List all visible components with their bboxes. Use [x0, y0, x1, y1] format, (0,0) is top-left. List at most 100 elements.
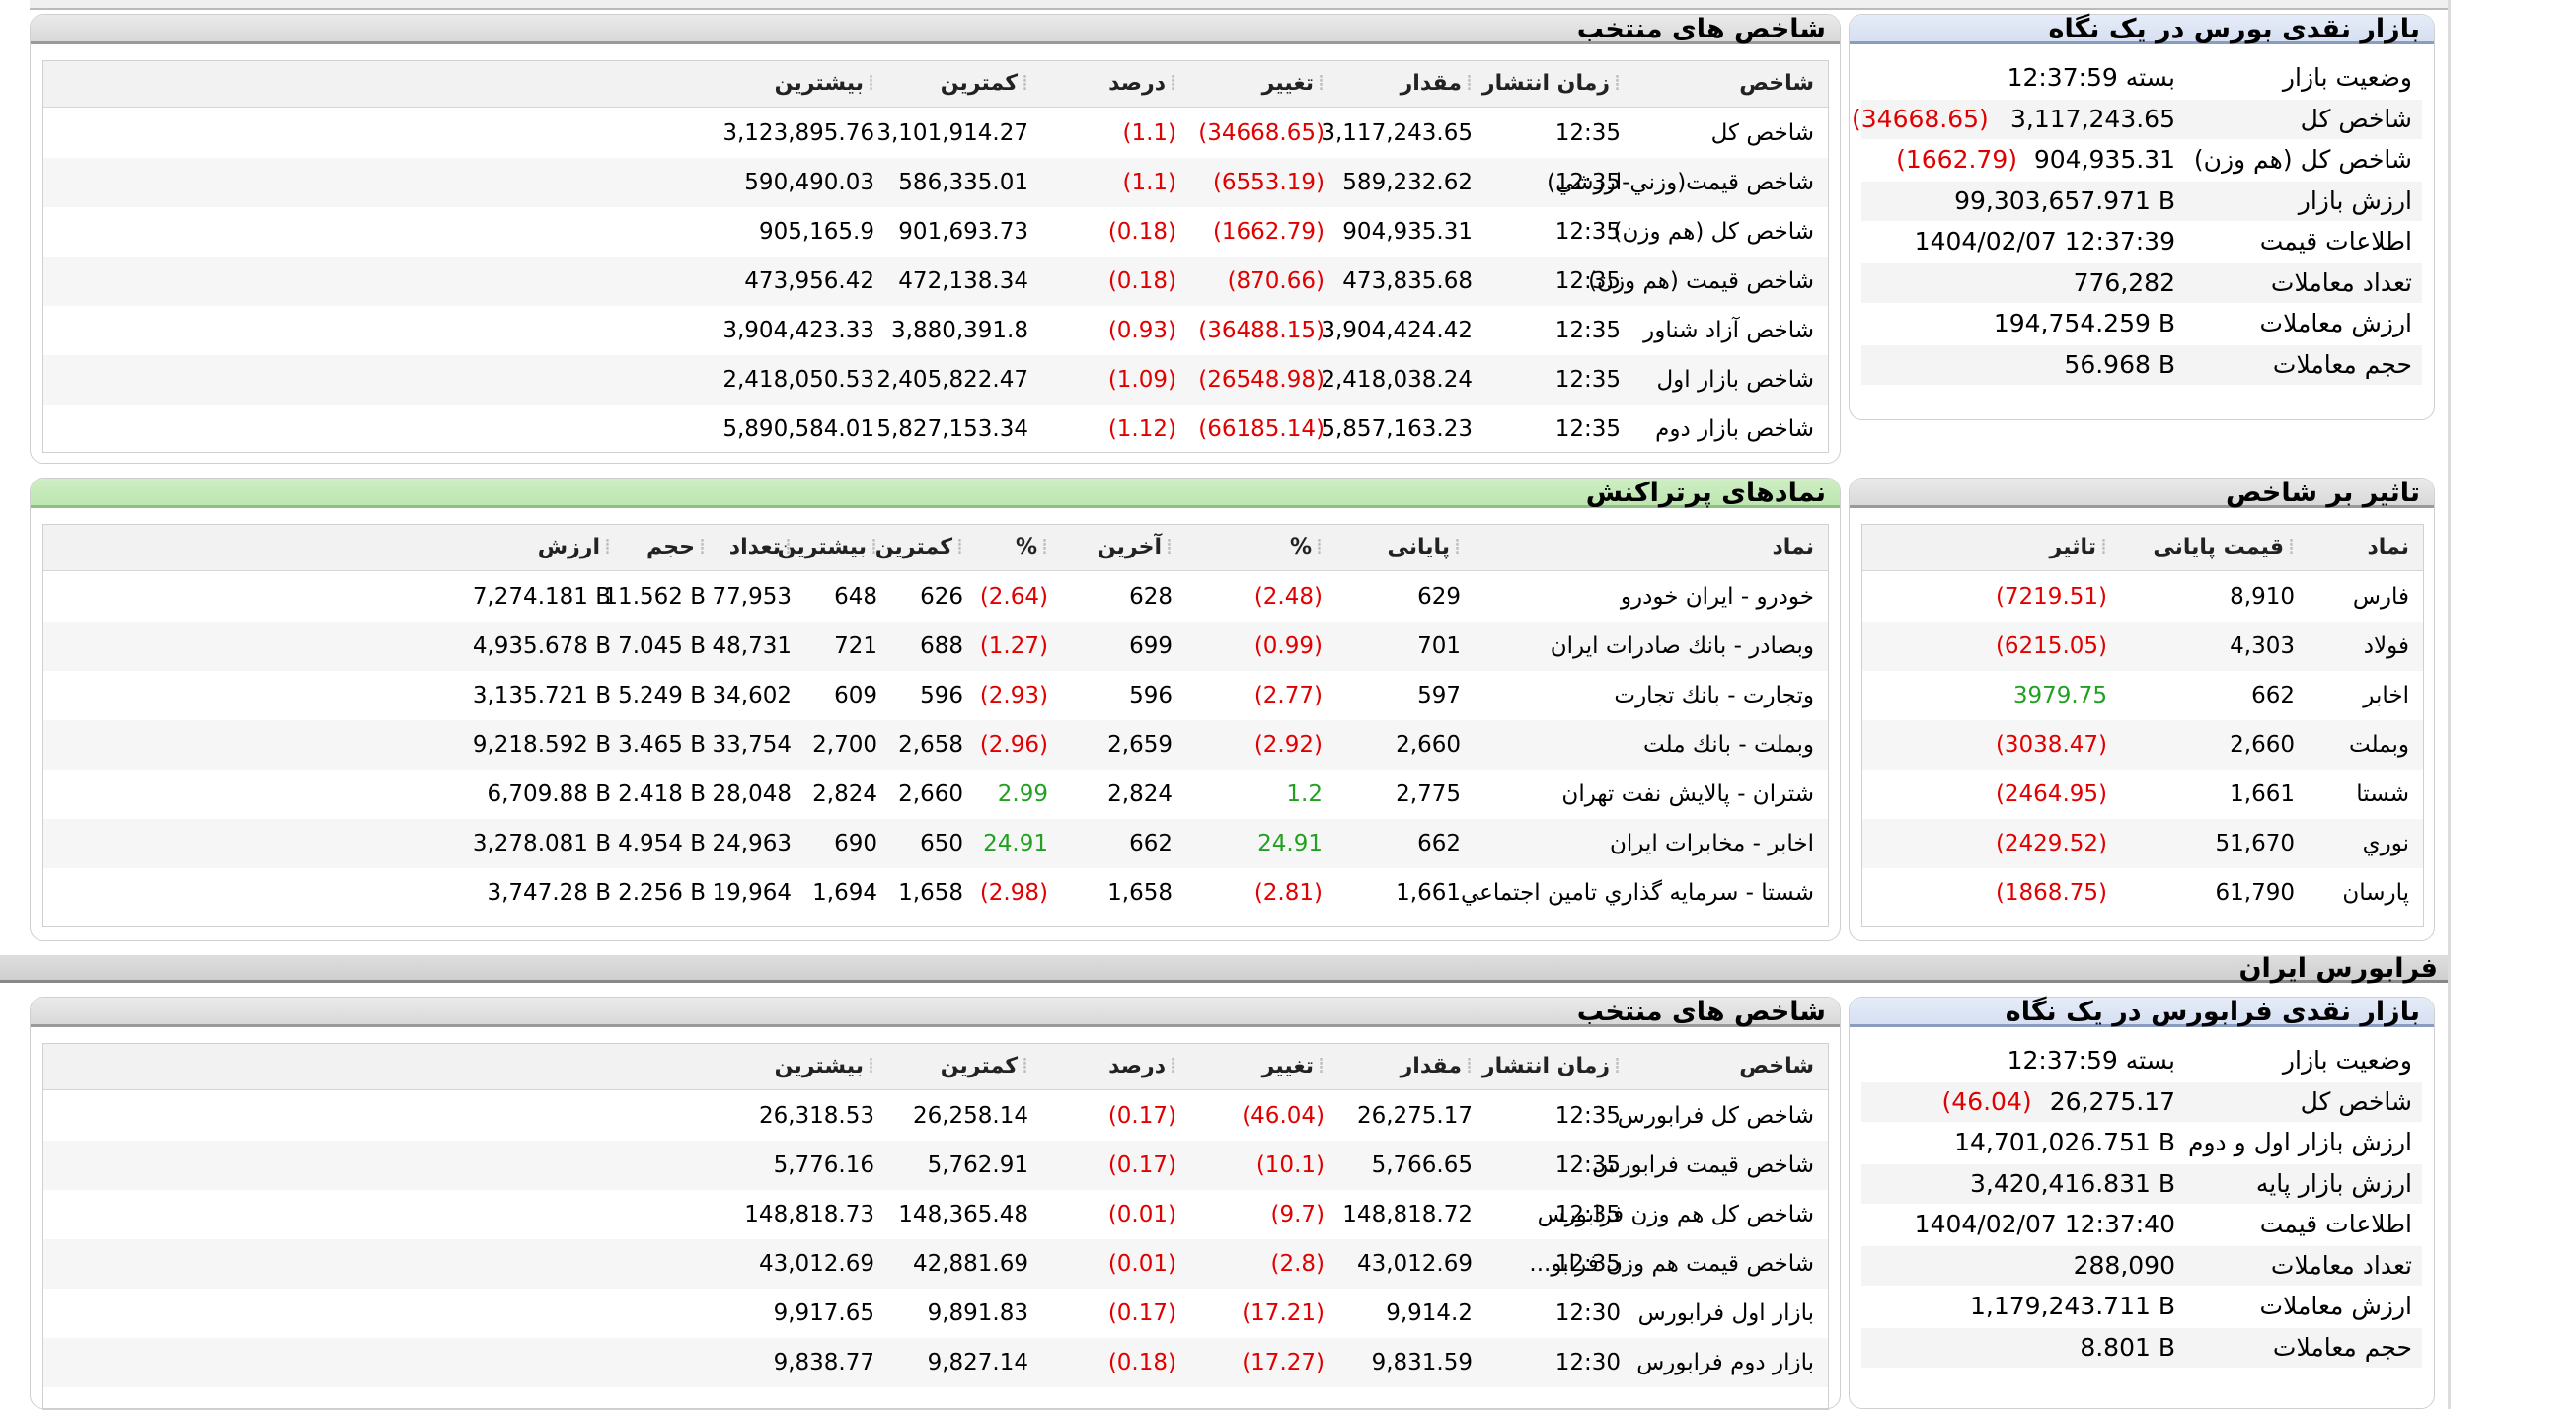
- summary-label: حجم معاملات: [2272, 349, 2412, 379]
- cell-high: 648: [834, 584, 877, 610]
- column-header-high[interactable]: بیشترین ⁞: [775, 61, 874, 107]
- cell-symbol[interactable]: شستا: [2356, 781, 2409, 807]
- column-header-price[interactable]: قیمت پایانی ⁞: [2153, 525, 2295, 570]
- cell-symbol[interactable]: شتران - پالايش نفت تهران: [1561, 781, 1814, 807]
- cell-symbol[interactable]: خودرو - ایران خودرو: [1620, 584, 1814, 610]
- table-row[interactable]: اخابر - مخابرات ايران 662 24.91 662 24.91 650…: [43, 819, 1828, 868]
- cell-percent: (0.17): [1107, 1103, 1176, 1129]
- table-row[interactable]: شاخص قيمت(وزني-ارزشي) 12:35 589,232.62 (655…: [43, 158, 1828, 207]
- summary-label: شاخص کل (هم وزن): [2193, 145, 2412, 174]
- table-row[interactable]: شاخص آزاد شناور 12:35 3,904,424.42 (36488.1…: [43, 306, 1828, 355]
- column-header-change[interactable]: تغییر ⁞: [1262, 1044, 1325, 1089]
- cell-name[interactable]: شاخص قیمت هم وزن فرابو...: [1529, 1251, 1814, 1277]
- column-header-amount[interactable]: مقدار ⁞: [1401, 61, 1473, 107]
- column-header-close_pct[interactable]: % ⁞: [1290, 525, 1323, 570]
- column-header-value[interactable]: ارزش ⁞: [538, 525, 611, 570]
- farabourse-section-title: فرابورس ایران: [2238, 953, 2439, 984]
- cell-symbol[interactable]: وبملت - بانك ملت: [1643, 732, 1814, 758]
- column-header-percent[interactable]: درصد ⁞: [1108, 61, 1176, 107]
- summary-label: شاخص کل: [2300, 1086, 2412, 1116]
- column-header-percent[interactable]: درصد ⁞: [1108, 1044, 1176, 1089]
- cell-name[interactable]: بازار دوم فرابورس: [1636, 1350, 1814, 1375]
- cell-name[interactable]: شاخص کل هم وزن فرابورس: [1537, 1202, 1814, 1227]
- bourse-summary-row: ارزش بازار 99,303,657.971 B: [1861, 181, 2422, 221]
- column-header-high[interactable]: بیشترین ⁞: [775, 1044, 874, 1089]
- cell-name[interactable]: بازار اول فرابورس: [1637, 1300, 1814, 1326]
- sort-handle-icon: ⁞: [1318, 1054, 1325, 1078]
- cell-symbol[interactable]: فولاد: [2363, 633, 2409, 659]
- cell-name[interactable]: شاخص بازار اول: [1656, 367, 1814, 393]
- cell-name[interactable]: شاخص قیمت (هم وزن): [1588, 268, 1814, 294]
- cell-symbol[interactable]: شستا - سرمايه گذاري تامين اجتماعي: [1460, 880, 1814, 906]
- cell-change: (6553.19): [1212, 170, 1325, 195]
- table-row[interactable]: وتجارت - بانك تجارت 597 (2.77) 596 (2.93) 596…: [43, 671, 1828, 720]
- cell-symbol[interactable]: وبصادر - بانك صادرات ايران: [1550, 633, 1814, 659]
- column-header-time[interactable]: زمان انتشار ⁞: [1482, 1044, 1621, 1089]
- table-row[interactable]: فولاد 4,303 (6215.05): [1862, 622, 2423, 671]
- column-header-symbol[interactable]: نماد: [1772, 525, 1814, 570]
- table-row[interactable]: وبملت 2,660 (3038.47): [1862, 720, 2423, 770]
- table-row[interactable]: شاخص کل هم وزن فرابورس 12:35 148,818.72 (9.…: [43, 1190, 1828, 1239]
- table-row[interactable]: خودرو - ایران خودرو 629 (2.48) 628 (2.64) 626…: [43, 572, 1828, 622]
- farabourse-summary-row: ارزش بازار اول و دوم 14,701,026.751 B: [1861, 1123, 2422, 1162]
- cell-name[interactable]: شاخص قيمت(وزني-ارزشي): [1547, 170, 1814, 195]
- column-header-low[interactable]: کمترین ⁞: [941, 61, 1028, 107]
- column-header-name[interactable]: شاخص: [1739, 61, 1814, 107]
- table-row[interactable]: شاخص بازار دوم 12:35 5,857,163.23 (66185.14…: [43, 405, 1828, 454]
- column-header-low[interactable]: کمترین ⁞: [875, 525, 963, 570]
- column-header-last[interactable]: آخرین ⁞: [1098, 525, 1173, 570]
- table-row[interactable]: بازار دوم فرابورس 12:30 9,831.59 (17.27) (0.…: [43, 1338, 1828, 1387]
- column-header-last_pct[interactable]: % ⁞: [1016, 525, 1048, 570]
- table-header: نماد پایانی ⁞ % ⁞ آخرین ⁞ % ⁞ کمترین ⁞ بیشترین ⁞ تعدا…: [43, 525, 1828, 571]
- column-header-change[interactable]: تغییر ⁞: [1262, 61, 1325, 107]
- table-row[interactable]: بازار اول فرابورس 12:30 9,914.2 (17.21) (0.1…: [43, 1289, 1828, 1338]
- table-row[interactable]: شاخص بازار اول 12:35 2,418,038.24 (26548.98…: [43, 355, 1828, 405]
- cell-symbol[interactable]: پارسان: [2342, 880, 2409, 906]
- cell-name[interactable]: شاخص کل: [1710, 120, 1814, 146]
- column-header-close[interactable]: پایانی ⁞: [1387, 525, 1461, 570]
- column-header-amount[interactable]: مقدار ⁞: [1401, 1044, 1473, 1089]
- table-row[interactable]: پارسان 61,790 (1868.75): [1862, 868, 2423, 918]
- cell-name[interactable]: شاخص آزاد شناور: [1643, 318, 1814, 343]
- cell-symbol[interactable]: فارس: [2352, 584, 2409, 610]
- column-header-symbol[interactable]: نماد: [2367, 525, 2409, 570]
- column-header-count[interactable]: تعداد ⁞: [729, 525, 792, 570]
- table-row[interactable]: شاخص قیمت هم وزن فرابو... 12:35 43,012.69 (…: [43, 1239, 1828, 1289]
- cell-high: 3,123,895.76: [722, 120, 874, 146]
- cell-percent: (1.09): [1107, 367, 1176, 393]
- cell-volume: 2.256 B: [618, 880, 706, 906]
- table-row[interactable]: اخابر 662 3979.75: [1862, 671, 2423, 720]
- column-header-low[interactable]: کمترین ⁞: [941, 1044, 1028, 1089]
- column-header-name[interactable]: شاخص: [1739, 1044, 1814, 1089]
- cell-low: 2,658: [898, 732, 963, 758]
- cell-symbol[interactable]: اخابر: [2363, 683, 2409, 708]
- table-row[interactable]: شاخص قیمت فرابورس 12:35 5,766.65 (10.1) (0.1…: [43, 1141, 1828, 1190]
- table-row[interactable]: شاخص کل فرابورس 12:35 26,275.17 (46.04) (0.1…: [43, 1091, 1828, 1141]
- summary-label: اطلاعات قیمت: [2259, 227, 2412, 256]
- cell-symbol[interactable]: اخابر - مخابرات ايران: [1609, 831, 1814, 856]
- table-row[interactable]: وبصادر - بانك صادرات ايران 701 (0.99) 699 (1…: [43, 622, 1828, 671]
- table-row[interactable]: شستا - سرمايه گذاري تامين اجتماعي 1,661 (2…: [43, 868, 1828, 918]
- cell-symbol[interactable]: وبملت: [2348, 732, 2409, 758]
- table-row[interactable]: فارس 8,910 (7219.51): [1862, 572, 2423, 622]
- cell-symbol[interactable]: نوري: [2362, 831, 2409, 856]
- column-header-time[interactable]: زمان انتشار ⁞: [1482, 61, 1621, 107]
- table-row[interactable]: وبملت - بانك ملت 2,660 (2.92) 2,659 (2.96) 2,…: [43, 720, 1828, 770]
- column-header-volume[interactable]: حجم ⁞: [646, 525, 706, 570]
- table-row[interactable]: شتران - پالايش نفت تهران 2,775 1.2 2,824 2.9…: [43, 770, 1828, 819]
- table-row[interactable]: شستا 1,661 (2464.95): [1862, 770, 2423, 819]
- column-header-high[interactable]: بیشترین ⁞: [778, 525, 877, 570]
- table-row[interactable]: شاخص قیمت (هم وزن) 12:35 473,835.68 (870.66…: [43, 257, 1828, 306]
- column-header-effect[interactable]: تاثیر ⁞: [2050, 525, 2107, 570]
- table-row[interactable]: شاخص کل (هم وزن) 12:35 904,935.31 (1662.79)…: [43, 207, 1828, 257]
- column-header-label: تاثیر: [2049, 535, 2096, 559]
- table-row[interactable]: نوري 51,670 (2429.52): [1862, 819, 2423, 868]
- table-row[interactable]: شاخص کل 12:35 3,117,243.65 (34668.65) (1.1) 3…: [43, 109, 1828, 158]
- cell-name[interactable]: شاخص کل (هم وزن): [1613, 219, 1814, 245]
- cell-name[interactable]: شاخص کل فرابورس: [1617, 1103, 1814, 1129]
- cell-name[interactable]: شاخص بازار دوم: [1655, 416, 1814, 442]
- cell-last_pct: 2.99: [997, 781, 1048, 807]
- cell-symbol[interactable]: وتجارت - بانك تجارت: [1614, 683, 1814, 708]
- cell-name[interactable]: شاخص قیمت فرابورس: [1592, 1152, 1814, 1178]
- summary-value: 14,701,026.751 B: [1954, 1128, 2175, 1156]
